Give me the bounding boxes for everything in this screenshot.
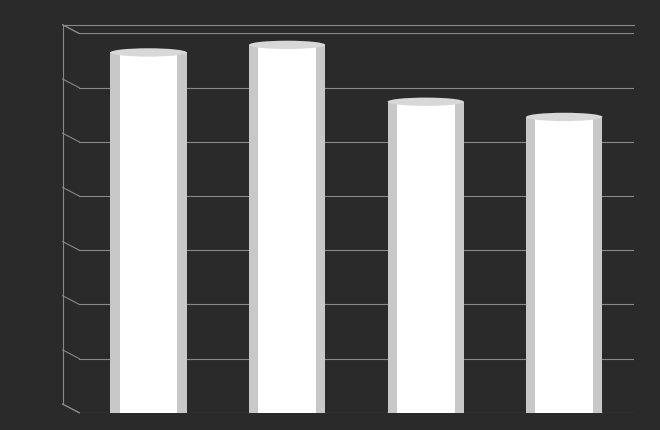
Ellipse shape (249, 42, 325, 50)
Bar (178, 53, 187, 413)
Bar (249, 46, 258, 413)
Bar (387, 102, 464, 413)
Ellipse shape (249, 408, 325, 417)
Ellipse shape (110, 408, 187, 417)
Bar (387, 102, 397, 413)
Ellipse shape (387, 98, 464, 107)
Bar (593, 118, 603, 413)
Ellipse shape (526, 114, 603, 122)
Bar (526, 118, 603, 413)
Ellipse shape (526, 408, 603, 417)
Bar (249, 46, 325, 413)
Bar (526, 118, 535, 413)
Ellipse shape (387, 408, 464, 417)
Ellipse shape (110, 49, 187, 58)
Bar (455, 102, 464, 413)
Bar (110, 53, 119, 413)
Bar (316, 46, 325, 413)
Bar (110, 53, 187, 413)
